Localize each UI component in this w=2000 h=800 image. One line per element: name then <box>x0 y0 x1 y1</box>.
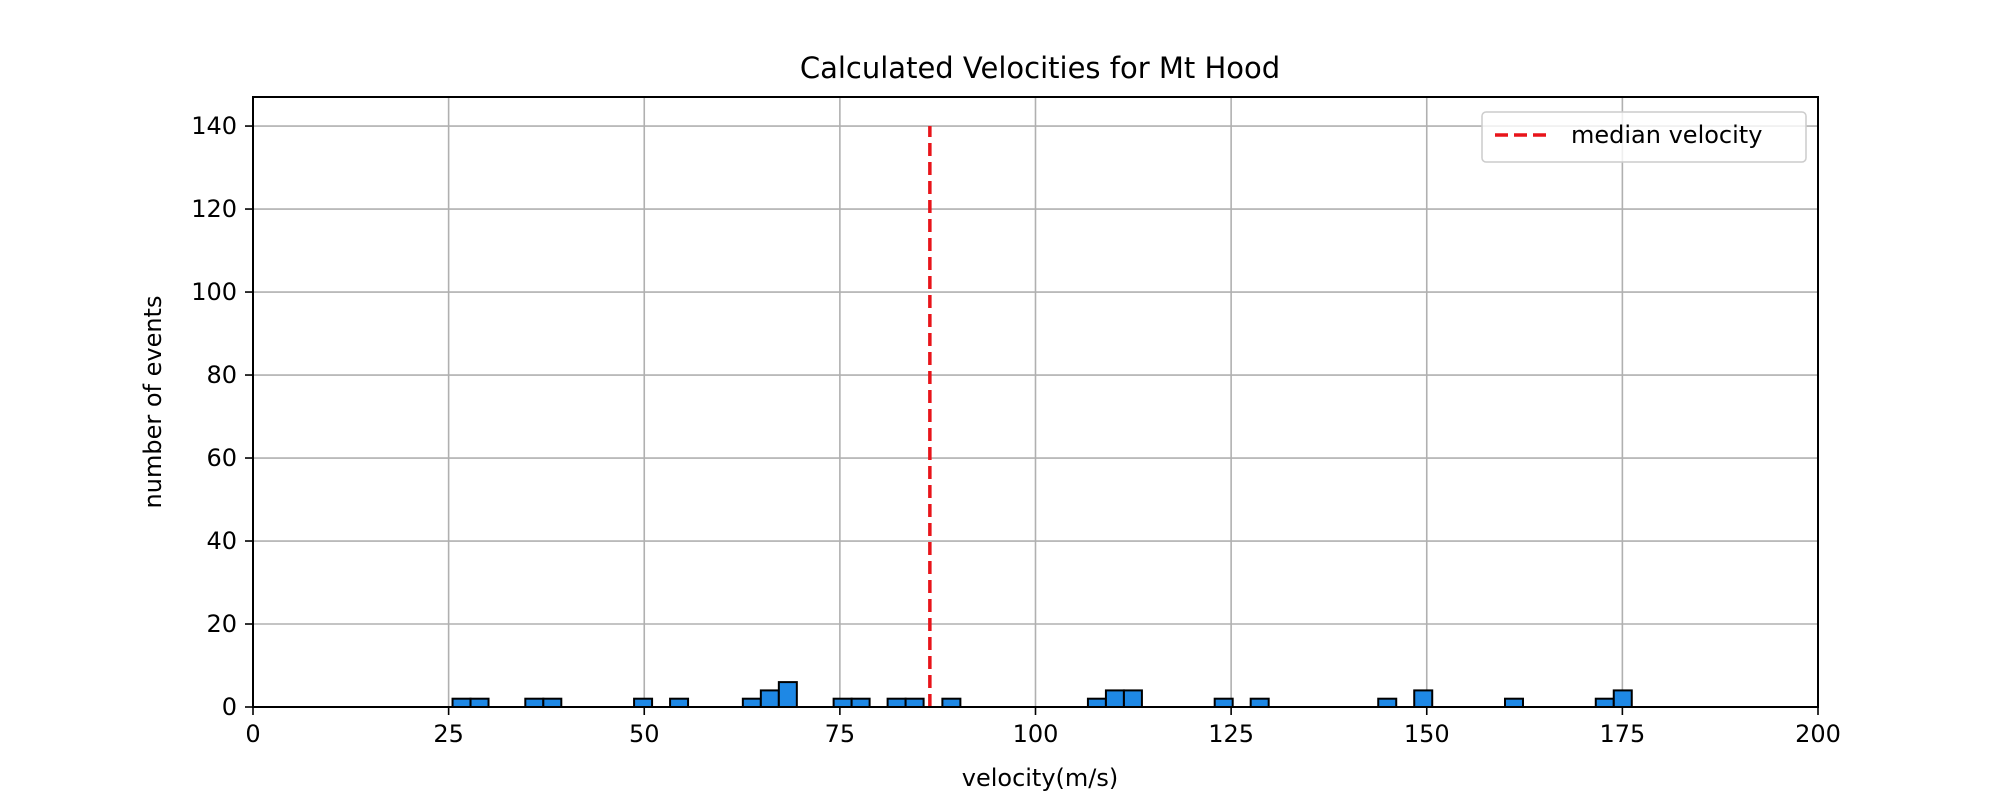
histogram-bar <box>1249 697 1270 709</box>
histogram-bar <box>741 697 762 709</box>
histogram-bar <box>1122 689 1143 709</box>
x-tick-label: 200 <box>1795 720 1841 748</box>
histogram-bar <box>832 697 853 709</box>
histogram-bar <box>1612 689 1633 709</box>
x-axis-title: velocity(m/s) <box>962 764 1119 792</box>
x-tick-label: 0 <box>245 720 260 748</box>
histogram-bar <box>542 697 563 709</box>
histogram-bar <box>777 681 798 709</box>
histogram-bar <box>524 697 545 709</box>
y-tick-label: 120 <box>191 195 237 223</box>
legend-label-median: median velocity <box>1571 121 1762 149</box>
histogram-bar <box>1213 697 1234 709</box>
histogram-bar <box>850 697 871 709</box>
histogram-bar <box>1504 697 1524 709</box>
legend-box <box>1481 111 1807 163</box>
y-tick-label: 60 <box>206 444 237 472</box>
y-tick-label: 0 <box>222 693 237 721</box>
histogram-bar <box>941 697 962 709</box>
histogram-bar <box>1413 689 1434 709</box>
x-tick-label: 125 <box>1208 720 1254 748</box>
chart-title: Calculated Velocities for Mt Hood <box>800 51 1280 85</box>
histogram-bar <box>1104 689 1125 709</box>
histogram-bar <box>886 697 907 709</box>
histogram-bar <box>1086 697 1107 709</box>
histogram-bar <box>759 689 780 709</box>
y-tick-label: 20 <box>206 610 237 638</box>
x-tick-label: 25 <box>433 720 464 748</box>
x-tick-label: 75 <box>825 720 856 748</box>
y-tick-label: 140 <box>191 112 237 140</box>
histogram-bar <box>904 697 925 709</box>
grid-lines <box>252 97 1819 708</box>
histogram-bars <box>451 681 1633 709</box>
y-axis-title: number of events <box>139 296 167 509</box>
y-tick-label: 100 <box>191 278 237 306</box>
x-tick-label: 50 <box>629 720 660 748</box>
histogram-bar <box>451 697 472 709</box>
histogram-bar <box>469 697 490 709</box>
histogram-bar <box>1594 697 1615 709</box>
x-tick-label: 175 <box>1599 720 1645 748</box>
histogram-bar <box>1377 697 1398 709</box>
y-tick-label: 40 <box>206 527 237 555</box>
x-tick-label: 150 <box>1404 720 1450 748</box>
histogram-bar <box>669 697 690 709</box>
x-axis-ticks: 0 25 50 75 100 125 150 175 200 <box>245 707 1841 748</box>
x-tick-label: 100 <box>1013 720 1059 748</box>
histogram-bar <box>633 697 654 709</box>
y-axis-ticks: 0 20 40 60 80 100 120 140 <box>191 112 253 721</box>
y-tick-label: 80 <box>206 361 237 389</box>
legend: median velocity <box>1481 111 1807 163</box>
